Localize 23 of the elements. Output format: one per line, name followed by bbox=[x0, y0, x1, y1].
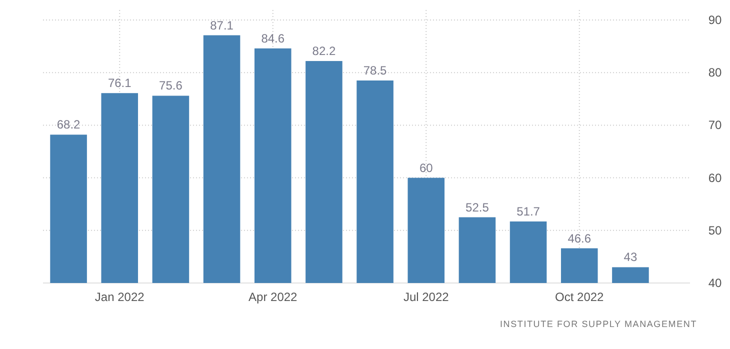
y-tick-label: 90 bbox=[708, 13, 722, 27]
y-tick-label: 80 bbox=[708, 66, 722, 80]
y-tick-label: 70 bbox=[708, 118, 722, 132]
x-tick-label: Apr 2022 bbox=[248, 290, 298, 304]
data-label: 87.1 bbox=[210, 18, 234, 32]
y-tick-label: 60 bbox=[708, 170, 722, 185]
x-tick-label: Oct 2022 bbox=[555, 290, 604, 304]
data-label: 52.5 bbox=[466, 200, 490, 214]
data-label: 51.7 bbox=[516, 204, 540, 218]
data-label: 68.2 bbox=[56, 118, 81, 132]
data-label: 84.6 bbox=[261, 31, 285, 46]
data-label: 78.5 bbox=[363, 63, 388, 78]
data-label: 82.2 bbox=[312, 44, 336, 58]
x-tick-label: Jul 2022 bbox=[403, 290, 450, 304]
data-label: 46.6 bbox=[568, 231, 592, 246]
data-label: 75.6 bbox=[159, 78, 183, 93]
x-tick-label: Jan 2022 bbox=[94, 290, 145, 304]
data-label: 60 bbox=[419, 160, 434, 175]
text: INSTITUTE FOR SUPPLY MANAGEMENT bbox=[500, 319, 697, 329]
y-tick-label: 50 bbox=[708, 223, 722, 238]
y-tick-label: 40 bbox=[708, 276, 722, 290]
data-label: 76.1 bbox=[108, 76, 132, 90]
data-label: 43 bbox=[624, 250, 638, 264]
